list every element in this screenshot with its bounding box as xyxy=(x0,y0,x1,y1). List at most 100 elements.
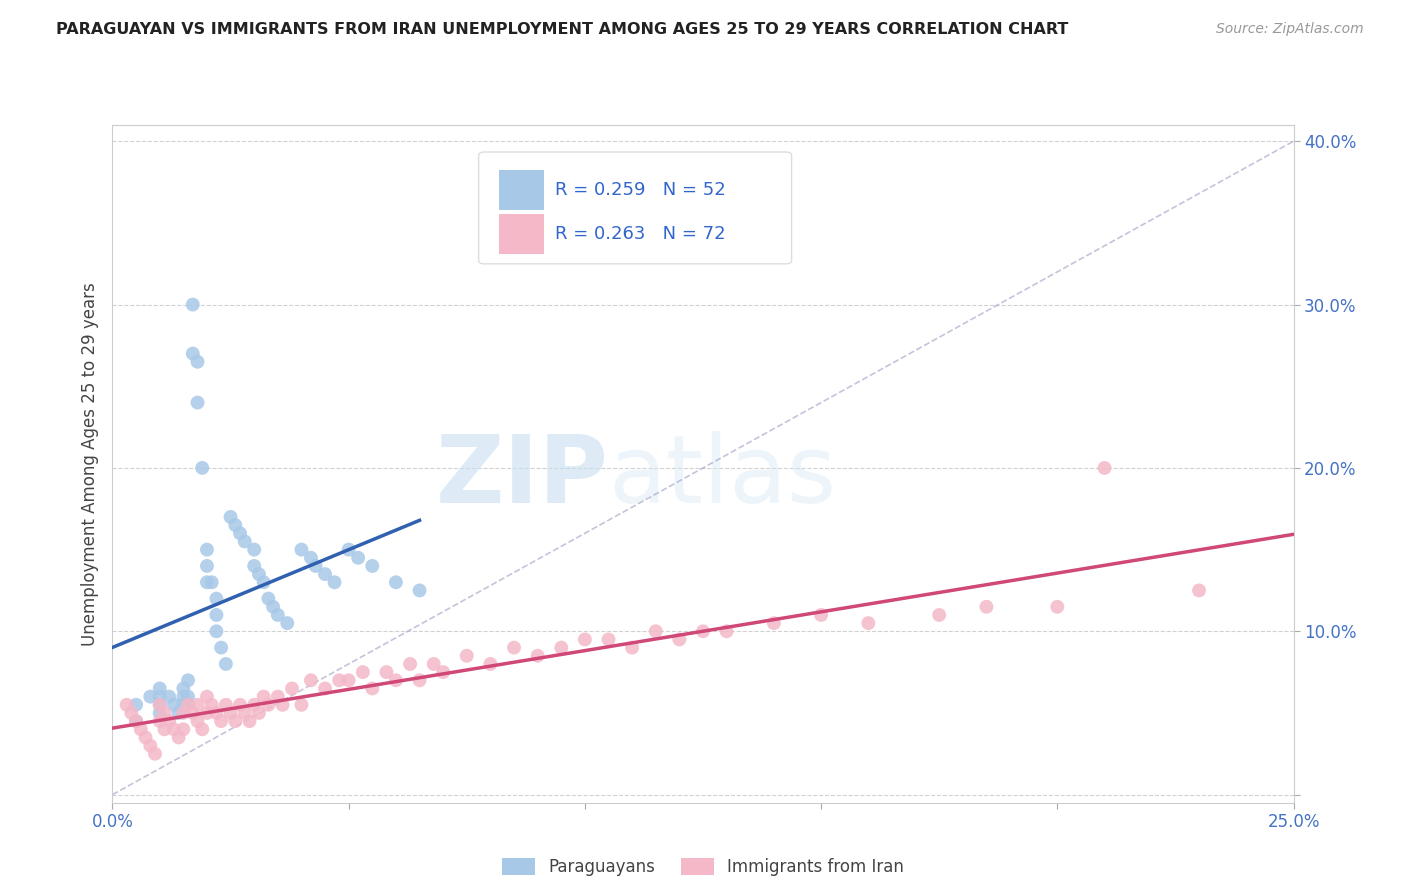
Point xyxy=(361,558,384,573)
Point xyxy=(157,714,180,728)
Point xyxy=(120,706,142,720)
Point xyxy=(432,665,454,679)
Point xyxy=(716,624,738,639)
Point xyxy=(281,681,304,696)
Point xyxy=(163,698,186,712)
Point xyxy=(276,616,298,631)
Point xyxy=(299,550,322,565)
Point xyxy=(135,731,157,745)
Point xyxy=(181,346,204,360)
Point xyxy=(149,698,172,712)
Point xyxy=(257,591,280,606)
Point xyxy=(352,665,374,679)
Point xyxy=(1046,599,1069,614)
Point xyxy=(328,673,350,688)
Point xyxy=(574,632,596,647)
Point xyxy=(385,673,408,688)
Point xyxy=(1188,583,1211,598)
Point xyxy=(153,706,176,720)
Point xyxy=(299,673,322,688)
Point xyxy=(253,690,276,704)
Point xyxy=(762,616,785,631)
FancyBboxPatch shape xyxy=(478,152,792,264)
Point xyxy=(621,640,644,655)
Point xyxy=(323,575,346,590)
FancyBboxPatch shape xyxy=(499,214,544,253)
Text: atlas: atlas xyxy=(609,432,837,524)
Point xyxy=(408,583,430,598)
Point xyxy=(375,665,398,679)
Point xyxy=(191,461,214,475)
Point xyxy=(201,575,224,590)
Point xyxy=(219,510,242,524)
Point xyxy=(186,714,208,728)
Point xyxy=(172,681,194,696)
Point xyxy=(186,395,208,409)
Point xyxy=(271,698,294,712)
Point xyxy=(215,698,238,712)
Point xyxy=(290,698,312,712)
Point xyxy=(598,632,620,647)
Point xyxy=(1094,461,1116,475)
Point xyxy=(243,698,266,712)
Point xyxy=(229,698,252,712)
Point xyxy=(858,616,880,631)
Point xyxy=(205,591,228,606)
Point xyxy=(247,567,270,582)
Point xyxy=(195,558,218,573)
Point xyxy=(337,673,360,688)
Point xyxy=(810,607,832,622)
Point xyxy=(247,706,270,720)
Point xyxy=(177,698,200,712)
Point xyxy=(153,723,176,737)
Point xyxy=(125,714,148,728)
Point xyxy=(976,599,998,614)
Point xyxy=(503,640,526,655)
Point xyxy=(209,714,232,728)
Point xyxy=(692,624,714,639)
Point xyxy=(644,624,666,639)
Point xyxy=(229,526,252,541)
Text: Source: ZipAtlas.com: Source: ZipAtlas.com xyxy=(1216,22,1364,37)
Point xyxy=(125,698,148,712)
Point xyxy=(172,690,194,704)
Point xyxy=(224,714,246,728)
Point xyxy=(243,558,266,573)
Point xyxy=(209,640,232,655)
Text: R = 0.259   N = 52: R = 0.259 N = 52 xyxy=(555,181,725,199)
Point xyxy=(304,558,326,573)
Point xyxy=(195,706,218,720)
Point xyxy=(201,698,224,712)
Text: R = 0.263   N = 72: R = 0.263 N = 72 xyxy=(555,225,725,243)
Point xyxy=(181,297,204,311)
Point xyxy=(361,681,384,696)
Point xyxy=(267,607,290,622)
Point xyxy=(143,747,166,761)
Legend: Paraguayans, Immigrants from Iran: Paraguayans, Immigrants from Iran xyxy=(495,851,911,882)
Point xyxy=(314,681,336,696)
Point xyxy=(257,698,280,712)
Point xyxy=(139,739,162,753)
Point xyxy=(163,723,186,737)
Point xyxy=(267,690,290,704)
Point xyxy=(172,706,194,720)
Text: PARAGUAYAN VS IMMIGRANTS FROM IRAN UNEMPLOYMENT AMONG AGES 25 TO 29 YEARS CORREL: PARAGUAYAN VS IMMIGRANTS FROM IRAN UNEMP… xyxy=(56,22,1069,37)
Point xyxy=(157,690,180,704)
Point xyxy=(262,599,284,614)
Point xyxy=(290,542,312,557)
Point xyxy=(337,542,360,557)
Point xyxy=(177,698,200,712)
Point xyxy=(224,518,246,533)
Point xyxy=(928,607,950,622)
Point xyxy=(172,698,194,712)
Point xyxy=(149,681,172,696)
Point xyxy=(181,706,204,720)
Point xyxy=(172,723,194,737)
Point xyxy=(238,714,260,728)
Point xyxy=(550,640,572,655)
Point xyxy=(177,673,200,688)
Point xyxy=(526,648,548,663)
Point xyxy=(219,706,242,720)
Point xyxy=(139,690,162,704)
Point xyxy=(149,698,172,712)
